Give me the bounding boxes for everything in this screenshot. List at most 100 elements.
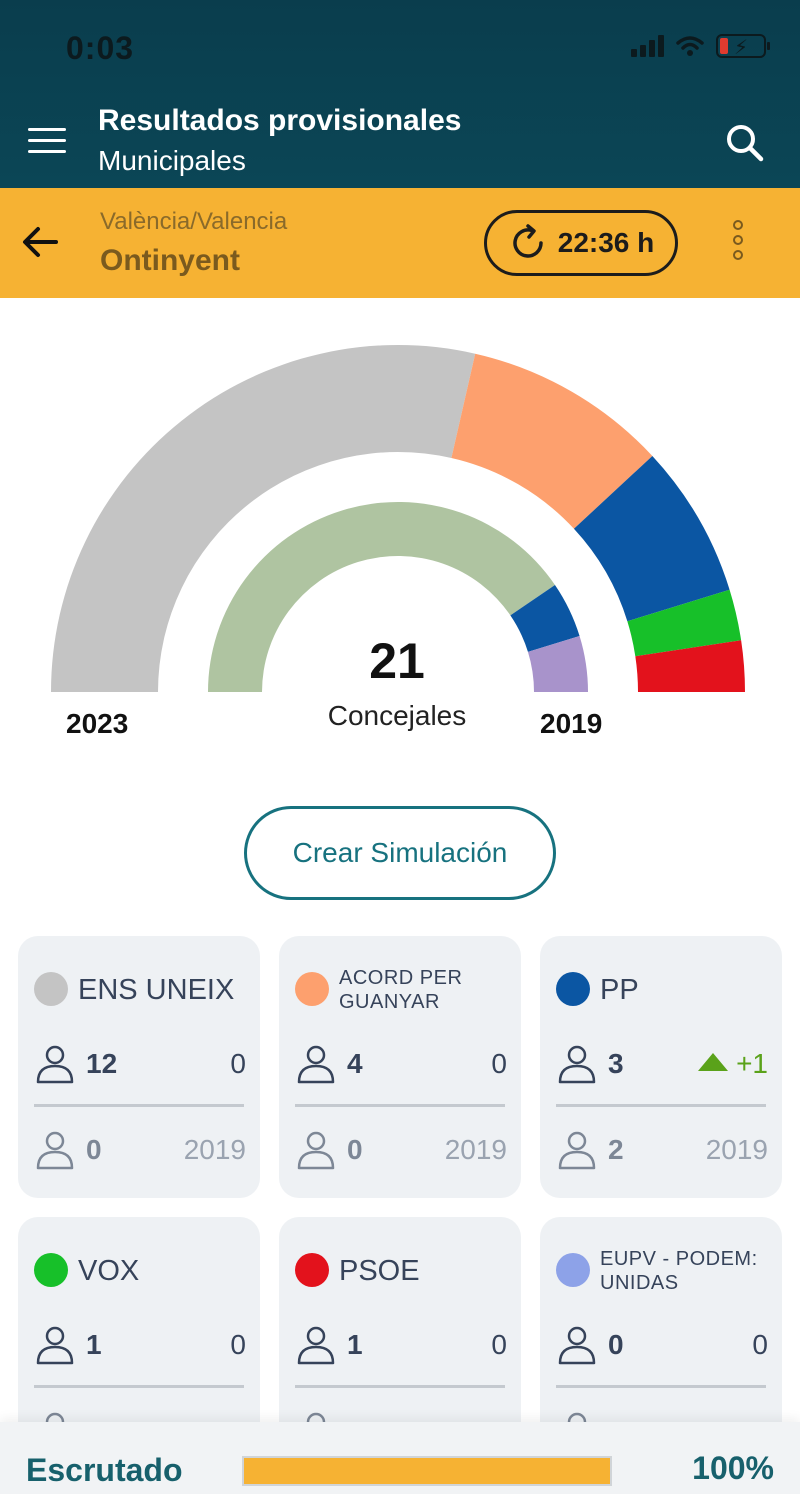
inner-ring-segment — [208, 502, 555, 692]
user-icon — [36, 1325, 74, 1365]
outer-ring-segment — [451, 353, 653, 529]
battery-icon: ⚡ — [716, 34, 770, 59]
seats-hemicycle-chart — [51, 344, 745, 692]
seat-change-value: 0 — [230, 1329, 246, 1360]
party-name: PP — [600, 974, 639, 1006]
seat-change-value: 0 — [491, 1048, 507, 1079]
status-icons: ⚡ — [631, 34, 770, 59]
user-icon — [558, 1044, 596, 1084]
party-name: EUPV - PODEM: UNIDAS — [600, 1248, 758, 1294]
location-region: València/Valencia — [100, 208, 288, 235]
scrutiny-percent: 100% — [692, 1450, 774, 1486]
outer-ring-segment — [635, 640, 745, 692]
inner-ring-segment — [527, 635, 588, 692]
party-color-dot — [34, 972, 68, 1006]
party-card[interactable]: ACORD PER GUANYAR 4 0 0 2019 — [279, 936, 521, 1198]
outer-ring-segment — [627, 589, 742, 657]
party-color-dot — [295, 972, 329, 1006]
user-icon — [558, 1325, 596, 1365]
seat-change: 0 — [491, 1048, 507, 1080]
scrutiny-label: Escrutado — [26, 1452, 183, 1488]
party-seats: 1 — [347, 1329, 363, 1360]
inner-ring-segment — [510, 584, 580, 652]
scrutiny-progress-bar — [242, 1456, 612, 1486]
current-seats-row: 3 +1 — [558, 1044, 768, 1084]
seat-change-value: 0 — [230, 1048, 246, 1079]
party-color-dot — [34, 1253, 68, 1287]
user-icon — [36, 1130, 74, 1170]
card-divider — [34, 1385, 244, 1388]
app-header: 0:03 ⚡ Resultados provisionales Municipa… — [0, 0, 800, 188]
refresh-icon — [513, 224, 543, 258]
party-seats: 1 — [86, 1329, 102, 1360]
previous-seats-row: 2 2019 — [558, 1130, 768, 1170]
party-name: ENS UNEIX — [78, 974, 235, 1006]
party-seats: 3 — [608, 1048, 624, 1079]
seat-change: 0 — [230, 1048, 246, 1080]
signal-icon — [631, 35, 664, 57]
party-seats: 4 — [347, 1048, 363, 1079]
party-seats: 12 — [86, 1048, 118, 1079]
card-divider — [295, 1385, 505, 1388]
menu-icon[interactable] — [28, 128, 66, 154]
total-seats-label: Concejales — [327, 700, 467, 731]
party-prev-year: 2019 — [444, 1134, 507, 1165]
party-color-dot — [556, 1253, 590, 1287]
location-bar — [0, 188, 800, 298]
inner-ring-year: 2019 — [540, 708, 603, 739]
back-arrow-icon[interactable] — [20, 222, 60, 262]
seat-change: 0 — [491, 1329, 507, 1361]
card-divider — [34, 1104, 244, 1107]
refresh-button[interactable]: 22:36 h — [484, 210, 678, 276]
seat-change-value: 0 — [491, 1329, 507, 1360]
party-prev-seats: 2 — [608, 1134, 624, 1165]
search-icon[interactable] — [724, 122, 764, 162]
user-icon — [297, 1044, 335, 1084]
wifi-icon — [676, 36, 704, 56]
triangle-up-icon — [698, 1053, 729, 1071]
location-city: Ontinyent — [100, 244, 240, 277]
party-name: VOX — [78, 1255, 140, 1287]
status-time: 0:03 — [66, 30, 135, 66]
create-simulation-button[interactable]: Crear Simulación — [244, 806, 556, 900]
outer-ring-segment — [51, 344, 476, 692]
seat-change: 0 — [752, 1329, 768, 1361]
party-name: ACORD PER GUANYAR — [339, 967, 463, 1013]
party-seats: 0 — [608, 1329, 624, 1360]
seat-change: +1 — [698, 1048, 768, 1080]
current-seats-row: 12 0 — [36, 1044, 246, 1084]
card-divider — [295, 1104, 505, 1107]
party-color-dot — [295, 1253, 329, 1287]
user-icon — [297, 1130, 335, 1170]
party-prev-seats: 0 — [347, 1134, 363, 1165]
page-title: Resultados provisionales — [98, 104, 462, 137]
user-icon — [558, 1130, 596, 1170]
previous-seats-row: 0 2019 — [297, 1130, 507, 1170]
scrutiny-progress-fill — [244, 1458, 610, 1484]
scrutiny-footer: Escrutado 100% — [0, 1422, 800, 1494]
party-prev-year: 2019 — [705, 1134, 768, 1165]
seat-change-value: 0 — [752, 1329, 768, 1360]
party-name: PSOE — [339, 1255, 420, 1287]
party-prev-year: 2019 — [183, 1134, 246, 1165]
party-color-dot — [556, 972, 590, 1006]
outer-ring-segment — [573, 455, 730, 622]
seat-change: 0 — [230, 1329, 246, 1361]
total-seats: 21 — [369, 633, 425, 689]
party-prev-seats: 0 — [86, 1134, 102, 1165]
user-icon — [36, 1044, 74, 1084]
outer-ring-year: 2023 — [66, 708, 129, 739]
card-divider — [556, 1104, 766, 1107]
previous-seats-row: 0 2019 — [36, 1130, 246, 1170]
party-card[interactable]: PP 3 +1 2 2019 — [540, 936, 782, 1198]
card-divider — [556, 1385, 766, 1388]
update-time: 22:36 h — [557, 227, 655, 258]
seat-change-value: +1 — [736, 1048, 768, 1079]
user-icon — [297, 1325, 335, 1365]
more-options-icon[interactable] — [730, 220, 746, 268]
party-card[interactable]: ENS UNEIX 12 0 0 2019 — [18, 936, 260, 1198]
